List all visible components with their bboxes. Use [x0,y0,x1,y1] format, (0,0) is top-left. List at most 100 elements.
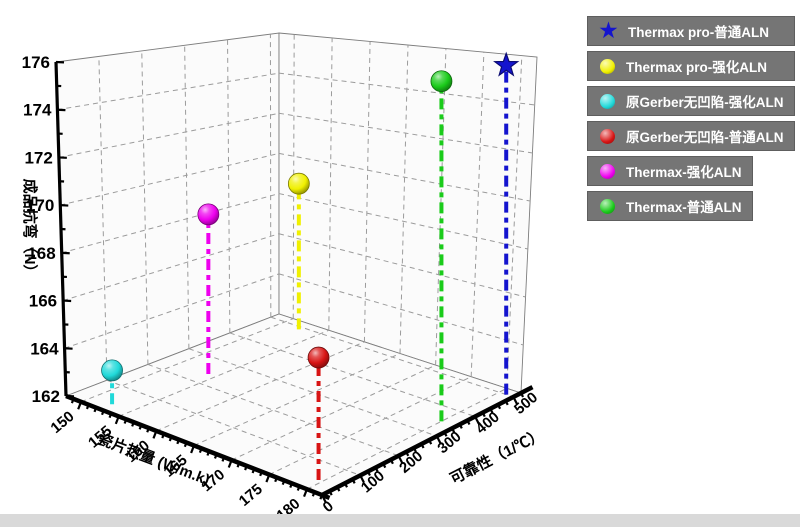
grid-rightwall-x-155 [328,37,333,331]
grid-rightwall-z-168 [278,193,528,250]
legend-item-3: 原Gerber无凹陷-普通ALN [587,121,795,151]
x-tick-171 [236,462,241,468]
grid-rightwall-z-166 [278,233,526,298]
z-axis-title: 成品抗弯（N） [21,179,39,280]
y-tick-220 [405,451,410,457]
x-tick-180 [303,488,308,498]
x-tick-158 [138,424,143,430]
z-tick-label-170: 170 [26,196,54,215]
y-tick-40 [336,486,341,492]
y-tick-500 [512,396,518,405]
x-tick-150 [77,401,83,410]
x-tick-154 [108,413,113,419]
y-tick-100 [359,474,365,484]
grid-floor-x-155 [118,329,330,417]
legend-item-5: Thermax-普通ALN [587,191,753,221]
sphere-icon [600,198,615,214]
x-tick-157 [131,421,135,427]
legend-label: Thermax-强化ALN [626,165,742,180]
y-tick-240 [412,447,417,453]
data-point-sphere-3 [307,346,330,369]
x-tick-172 [244,465,248,471]
y-tick-440 [489,408,494,414]
grid-rightwall-x-175 [470,52,485,377]
sphere-icon [600,163,615,179]
y-tick-120 [366,470,371,476]
y-tick-340 [451,427,456,433]
grid-rightwall-x-150 [292,34,295,319]
z-tick-label-166: 166 [29,292,57,311]
x-tick-178 [289,482,293,488]
data-point-star-0 [493,51,520,77]
legend-item-0: ★ Thermax pro-普通ALN [587,16,795,46]
data-point-sphere-4 [197,203,220,226]
legend-item-2: 原Gerber无凹陷-强化ALN [587,86,795,116]
x-axis [65,393,331,501]
y-tick-60 [343,482,348,488]
x-tick-label-175: 175 [236,481,266,510]
grid-leftwall-z-168 [61,193,280,254]
y-tick-460 [497,404,502,410]
z-tick-label-172: 172 [24,148,52,167]
grid-rightwall-z-164 [278,273,524,346]
grid-leftwall-z-174 [57,72,280,111]
star-icon: ★ [599,19,618,42]
x-tick-169 [221,456,226,462]
grid-floor-x-180 [306,387,507,490]
grid-floor-y-400 [229,332,476,418]
x-tick-175 [265,474,271,483]
z-tick-label-164: 164 [30,339,59,358]
x-tick-177 [281,480,286,486]
data-point-sphere-2 [101,359,123,382]
y-tick-80 [351,478,356,484]
x-tick-161 [161,433,165,439]
x-tick-174 [259,471,263,477]
x-tick-162 [168,436,173,442]
x-tick-156 [123,418,128,424]
legend-label: Thermax pro-强化ALN [626,60,768,75]
grid-rightwall-x-165 [399,44,409,354]
z-tick-label-162: 162 [32,387,60,406]
sphere-icon [600,128,615,144]
y-tick-0 [321,494,327,503]
x-tick-165 [190,445,196,454]
x-tick-153 [100,410,105,416]
y-tick-300 [435,435,442,444]
z-tick-label-174: 174 [23,101,52,120]
x-tick-168 [213,453,218,459]
legend-label: Thermax pro-普通ALN [628,25,770,40]
grid-leftwall-y-200 [141,50,149,365]
grid-floor-y-300 [188,348,437,437]
x-tick-179 [296,485,301,491]
grid-floor-x-160 [156,341,365,432]
y-tick-280 [428,439,433,445]
y-tick-160 [382,463,387,469]
grid-floor-x-175 [269,376,472,476]
grid-leftwall-y-300 [184,45,190,349]
grid-rightwall-x-180 [506,55,523,389]
sphere-icon [600,93,615,109]
x-tick-152 [93,407,98,413]
y-tick-180 [389,459,394,465]
grid-leftwall-z-170 [60,152,280,206]
grid-floor-x-150 [80,318,294,403]
grid-leftwall-y-400 [227,39,231,333]
grid-leftwall-z-172 [58,112,280,158]
x-tick-160 [152,430,158,439]
y-tick-260 [420,443,425,449]
legend-item-1: Thermax pro-强化ALN [587,51,795,81]
grid-rightwall-z-170 [278,152,531,202]
grid-leftwall-z-166 [62,233,280,302]
data-point-sphere-1 [287,172,310,195]
y-tick-420 [481,412,486,418]
x-tick-173 [251,468,256,474]
x-tick-163 [176,439,180,445]
grid-leftwall-z-164 [64,273,280,349]
legend-label: 原Gerber无凹陷-强化ALN [626,95,784,110]
x-tick-151 [85,404,90,410]
legend: ★ Thermax pro-普通ALN Thermax pro-强化ALN 原Gerb… [587,16,795,221]
grid-floor-y-500 [270,316,514,398]
bottom-strip [0,514,800,527]
y-tick-20 [328,490,333,496]
x-tick-155 [114,415,120,425]
